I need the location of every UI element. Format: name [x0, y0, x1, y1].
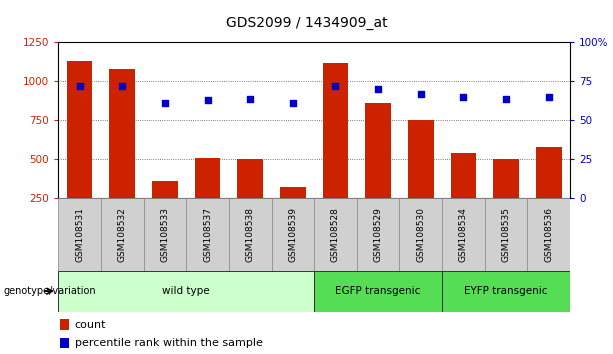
Bar — [493, 159, 519, 237]
Point — [117, 83, 127, 89]
Bar — [322, 63, 348, 237]
Text: GSM108533: GSM108533 — [161, 207, 169, 262]
Point — [373, 86, 383, 92]
Point — [245, 96, 255, 101]
Bar — [357, 198, 400, 271]
Point — [203, 97, 213, 103]
Bar — [152, 181, 178, 237]
Point — [75, 83, 85, 89]
Text: GDS2099 / 1434909_at: GDS2099 / 1434909_at — [226, 16, 387, 30]
Text: GSM108538: GSM108538 — [246, 207, 254, 262]
Bar — [58, 271, 314, 312]
Point — [544, 94, 554, 100]
Bar — [451, 153, 476, 237]
Bar — [408, 120, 433, 237]
Bar — [101, 198, 143, 271]
Bar — [67, 61, 93, 237]
Text: GSM108528: GSM108528 — [331, 207, 340, 262]
Bar — [280, 187, 306, 237]
Bar — [109, 69, 135, 237]
Text: EGFP transgenic: EGFP transgenic — [335, 286, 421, 296]
Text: GSM108534: GSM108534 — [459, 207, 468, 262]
Point — [416, 91, 425, 97]
Bar — [365, 103, 391, 237]
Bar — [237, 159, 263, 237]
Text: count: count — [75, 320, 106, 330]
Text: wild type: wild type — [162, 286, 210, 296]
Bar — [272, 198, 314, 271]
Bar — [527, 198, 570, 271]
Text: GSM108536: GSM108536 — [544, 207, 554, 262]
Bar — [314, 271, 442, 312]
Bar — [195, 158, 220, 237]
Bar — [58, 198, 101, 271]
Bar — [143, 198, 186, 271]
Bar — [536, 147, 562, 237]
Point — [501, 96, 511, 101]
Bar — [314, 198, 357, 271]
Bar — [485, 198, 527, 271]
Text: EYFP transgenic: EYFP transgenic — [465, 286, 548, 296]
Point — [330, 83, 340, 89]
Text: GSM108530: GSM108530 — [416, 207, 425, 262]
Point — [288, 101, 298, 106]
Bar — [60, 319, 69, 330]
Bar — [229, 198, 272, 271]
Text: GSM108531: GSM108531 — [75, 207, 84, 262]
Point — [459, 94, 468, 100]
Point — [160, 101, 170, 106]
Text: GSM108537: GSM108537 — [203, 207, 212, 262]
Bar — [442, 271, 570, 312]
Bar — [186, 198, 229, 271]
Text: GSM108532: GSM108532 — [118, 207, 127, 262]
Bar — [442, 198, 485, 271]
Bar — [400, 198, 442, 271]
Text: GSM108539: GSM108539 — [288, 207, 297, 262]
Text: GSM108529: GSM108529 — [374, 207, 383, 262]
Text: GSM108535: GSM108535 — [501, 207, 511, 262]
Text: genotype/variation: genotype/variation — [3, 286, 96, 296]
Bar — [60, 338, 69, 348]
Text: percentile rank within the sample: percentile rank within the sample — [75, 338, 262, 348]
